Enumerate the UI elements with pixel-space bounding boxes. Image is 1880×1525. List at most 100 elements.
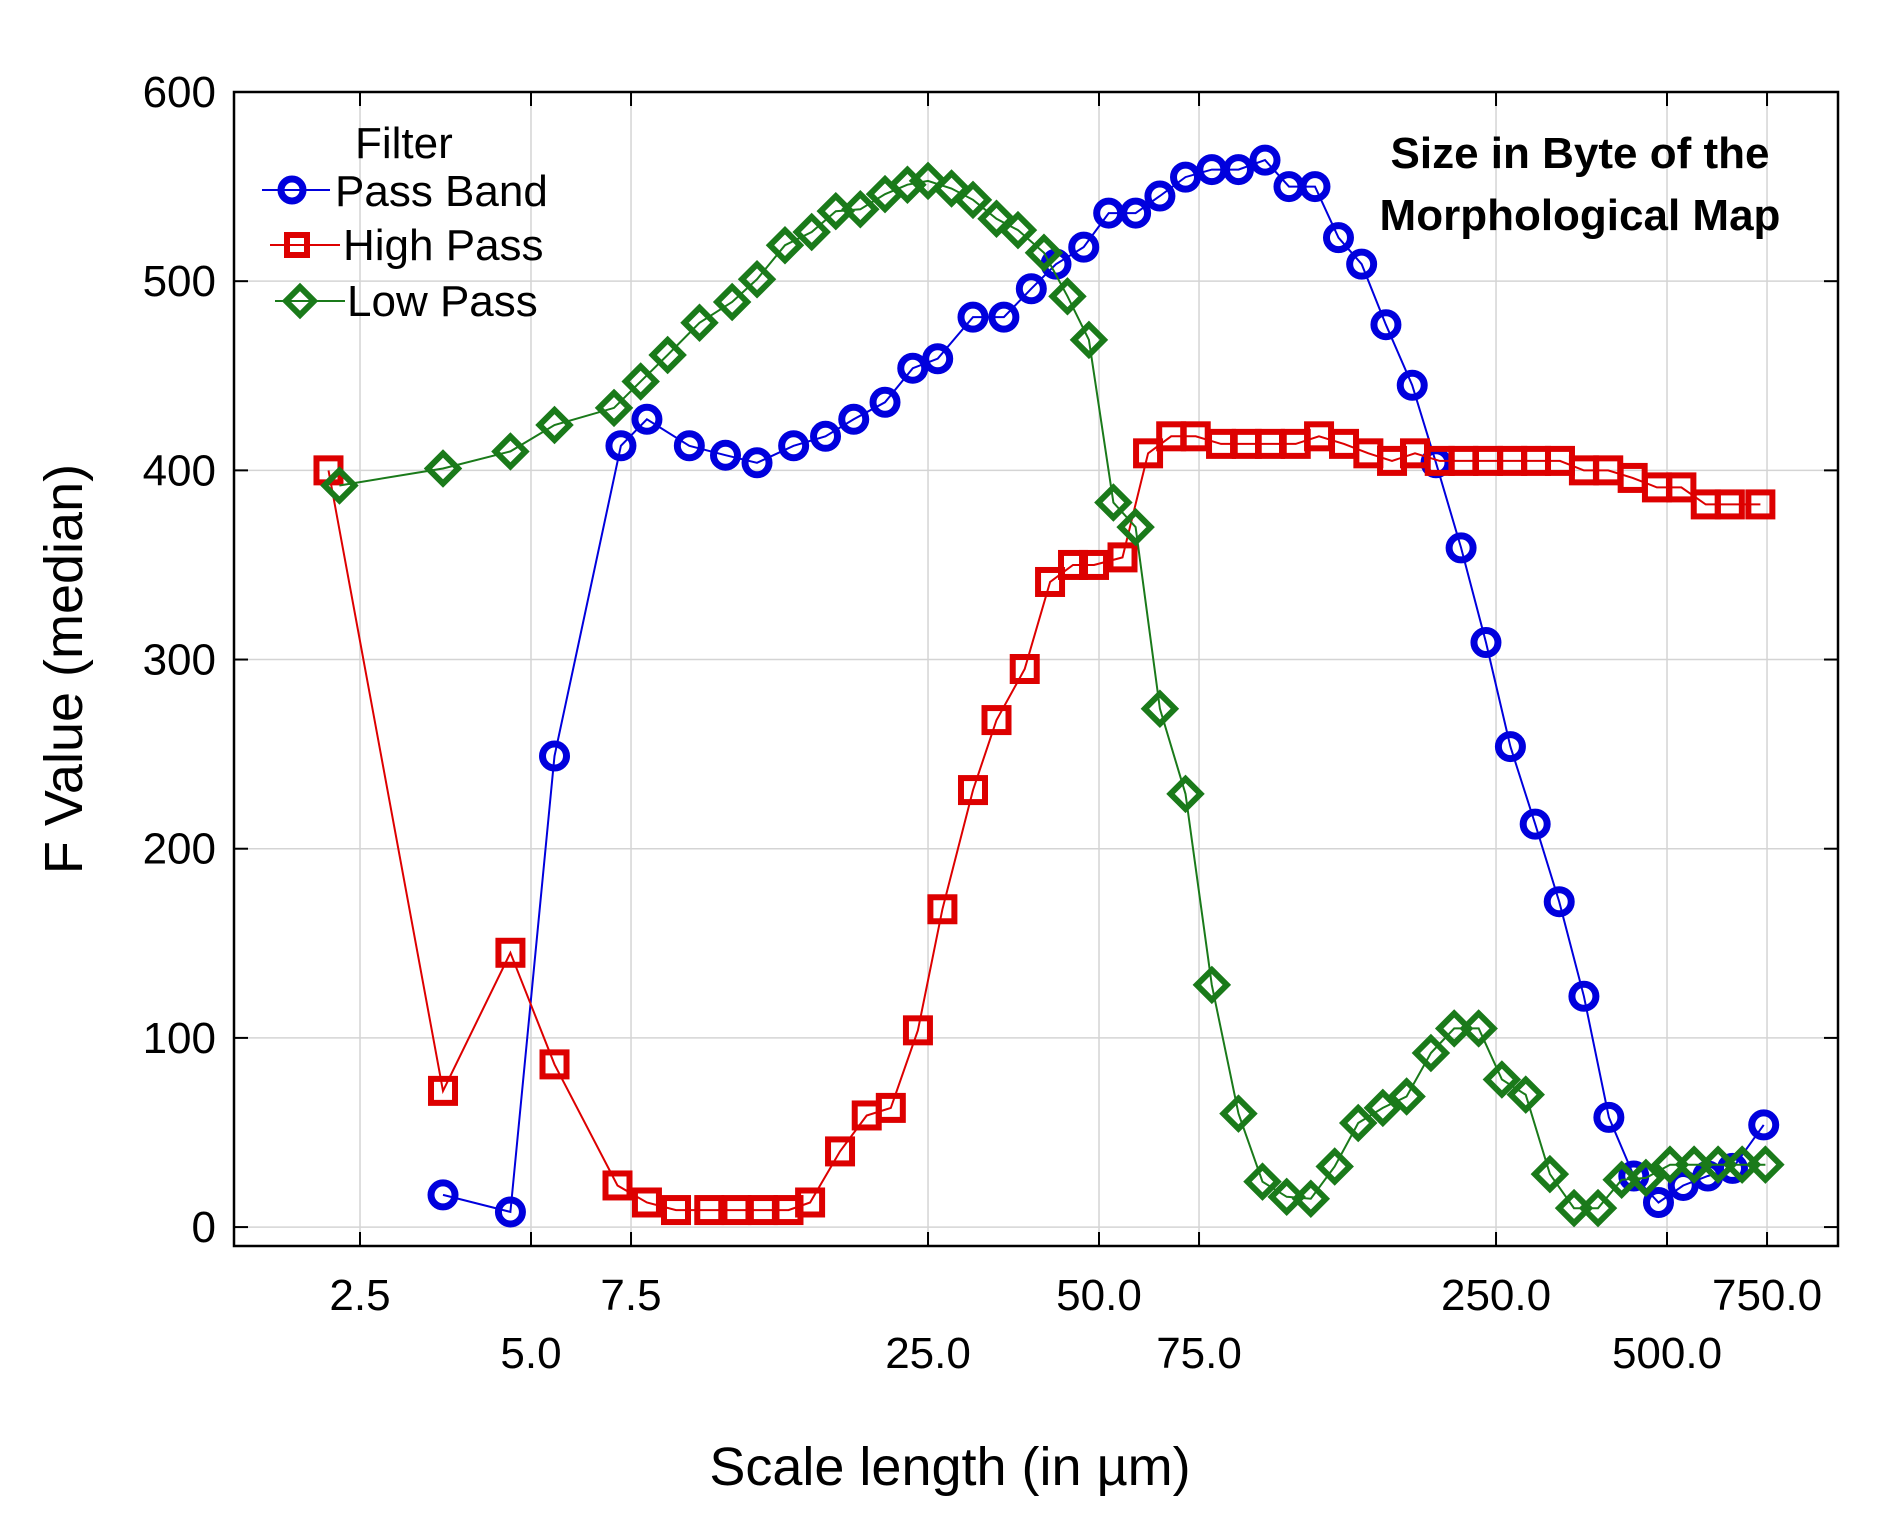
data-point-low-pass <box>1387 1077 1426 1116</box>
data-point-low-pass <box>1411 1033 1451 1073</box>
data-point-pass-band <box>1222 154 1254 186</box>
data-point-low-pass <box>1482 1060 1522 1099</box>
x-tick-label: 750.0 <box>1712 1271 1822 1320</box>
data-point-low-pass <box>1069 320 1109 360</box>
data-point-low-pass <box>977 199 1016 238</box>
data-point-high-pass <box>539 1049 570 1080</box>
x-tick-label: 25.0 <box>885 1329 971 1378</box>
data-point-low-pass <box>841 190 880 229</box>
y-axis-title: F Value (median) <box>34 464 94 874</box>
data-point-high-pass <box>981 705 1012 736</box>
data-point-low-pass <box>1094 483 1133 522</box>
data-point-low-pass <box>1506 1075 1545 1114</box>
data-point-pass-band <box>838 403 870 435</box>
data-point-low-pass <box>1459 1009 1498 1048</box>
data-point-pass-band <box>1445 532 1477 564</box>
data-point-low-pass <box>320 466 359 505</box>
series-layer <box>313 144 1785 1228</box>
y-tick-label: 0 <box>192 1203 216 1252</box>
data-point-high-pass <box>1009 654 1040 684</box>
data-point-pass-band <box>1543 886 1575 918</box>
series-pass-band <box>427 144 1780 1228</box>
y-tick-label: 100 <box>143 1014 216 1063</box>
legend-item-low-pass: Low Pass <box>275 277 538 326</box>
data-point-pass-band <box>1667 1169 1699 1201</box>
data-point-low-pass <box>1530 1154 1570 1194</box>
data-point-pass-band <box>1593 1101 1625 1133</box>
data-point-low-pass <box>953 180 993 220</box>
data-point-high-pass <box>602 1170 633 1201</box>
x-tick-label: 75.0 <box>1156 1329 1242 1378</box>
data-point-low-pass <box>621 362 660 401</box>
data-point-pass-band <box>709 439 741 471</box>
data-point-high-pass <box>1714 489 1745 520</box>
data-point-low-pass <box>648 335 687 375</box>
data-point-low-pass <box>1363 1088 1403 1128</box>
legend-marker-high-pass <box>284 232 310 258</box>
x-tick-label: 50.0 <box>1056 1271 1142 1320</box>
y-tick-label: 500 <box>143 257 216 306</box>
data-point-pass-band <box>1015 273 1047 305</box>
data-point-high-pass <box>631 1187 662 1218</box>
data-point-low-pass <box>1338 1103 1378 1143</box>
data-point-pass-band <box>1322 222 1354 254</box>
data-point-pass-band <box>1748 1109 1780 1141</box>
data-point-high-pass <box>1133 438 1164 469</box>
data-point-high-pass <box>1035 566 1066 597</box>
data-point-pass-band <box>673 430 705 462</box>
data-point-high-pass <box>795 1187 826 1218</box>
y-tick-label: 400 <box>143 446 216 495</box>
series-low-pass <box>320 161 1785 1228</box>
data-point-pass-band <box>1299 171 1331 203</box>
data-point-pass-band <box>922 343 954 375</box>
plot-frame <box>232 90 1840 1248</box>
legend-item-high-pass: High Pass <box>270 221 544 270</box>
data-point-low-pass <box>1243 1162 1282 1201</box>
data-point-high-pass <box>1079 549 1110 580</box>
data-point-high-pass <box>927 894 958 925</box>
data-point-low-pass <box>423 449 463 488</box>
data-point-high-pass <box>957 775 988 806</box>
data-point-low-pass <box>765 225 805 265</box>
data-point-pass-band <box>1470 627 1502 659</box>
data-point-pass-band <box>539 740 571 772</box>
data-point-high-pass <box>902 1015 933 1046</box>
data-point-pass-band <box>1249 144 1281 176</box>
data-point-pass-band <box>494 1196 526 1228</box>
data-point-high-pass <box>428 1075 459 1106</box>
data-point-low-pass <box>1192 965 1232 1005</box>
data-point-pass-band <box>1346 248 1378 280</box>
data-point-low-pass <box>1166 774 1205 814</box>
series-line-low-pass <box>339 179 1766 1210</box>
annotation-box: Size in Byte of the Morphological Map <box>1380 129 1781 240</box>
x-tick-label: 500.0 <box>1612 1329 1722 1378</box>
data-point-low-pass <box>998 210 1038 250</box>
annotation-line-2: Morphological Map <box>1380 191 1781 240</box>
y-tick-label: 600 <box>143 68 216 117</box>
data-point-pass-band <box>1519 808 1551 840</box>
data-point-pass-band <box>1170 161 1202 193</box>
data-point-low-pass <box>594 388 634 428</box>
data-point-pass-band <box>778 430 810 462</box>
data-point-high-pass <box>875 1092 906 1123</box>
data-point-pass-band <box>1068 231 1100 263</box>
data-point-high-pass <box>495 937 526 968</box>
data-point-high-pass <box>825 1136 856 1167</box>
data-point-low-pass <box>1626 1158 1666 1198</box>
data-point-low-pass <box>908 161 948 201</box>
legend-item-pass-band: Pass Band <box>262 167 548 216</box>
legend-label-pass-band: Pass Band <box>335 167 548 216</box>
grid-lines <box>234 91 1838 1246</box>
data-point-pass-band <box>810 420 842 452</box>
data-point-pass-band <box>1618 1160 1650 1192</box>
data-point-low-pass <box>1116 507 1155 547</box>
x-axis-title: Scale length (in µm) <box>709 1437 1190 1497</box>
legend-label-low-pass: Low Pass <box>347 277 538 326</box>
data-point-low-pass <box>1024 233 1064 273</box>
data-point-low-pass <box>1291 1179 1331 1218</box>
data-point-low-pass <box>491 432 530 471</box>
data-point-low-pass <box>680 303 719 343</box>
data-point-low-pass <box>737 260 777 299</box>
